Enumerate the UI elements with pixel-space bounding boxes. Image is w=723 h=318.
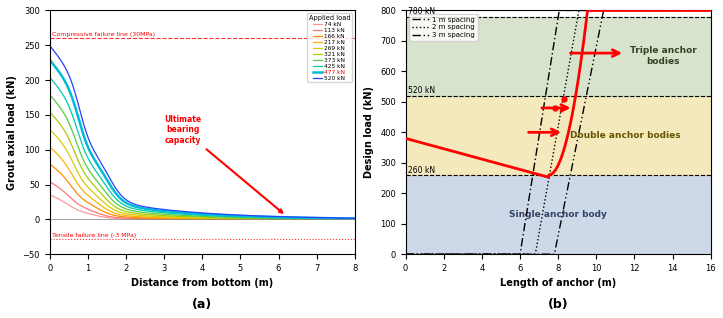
Text: Tensile failure line (-3 MPa): Tensile failure line (-3 MPa): [51, 233, 136, 238]
2 m spacing: [706, 9, 715, 12]
X-axis label: Distance from bottom (m): Distance from bottom (m): [131, 279, 273, 288]
1 m spacing: [645, 9, 654, 12]
1 m spacing: [640, 9, 649, 12]
2 m spacing: [575, 9, 583, 12]
1 m spacing: [525, 197, 534, 200]
2 m spacing: [640, 9, 649, 12]
Text: 780 kN: 780 kN: [408, 7, 435, 16]
1 m spacing: [611, 9, 620, 12]
2 m spacing: [432, 252, 441, 256]
1 m spacing: [536, 128, 544, 132]
Y-axis label: Design load (kN): Design load (kN): [364, 86, 375, 178]
3 m spacing: [401, 252, 410, 256]
1 m spacing: [432, 252, 441, 256]
Text: 260 kN: 260 kN: [408, 166, 435, 175]
Text: Compressive failure line (30MPa): Compressive failure line (30MPa): [51, 31, 155, 37]
3 m spacing: [645, 9, 654, 12]
3 m spacing: [706, 9, 715, 12]
3 m spacing: [525, 252, 534, 256]
Text: Ultimate
bearing
capacity: Ultimate bearing capacity: [165, 115, 282, 213]
3 m spacing: [640, 9, 649, 12]
2 m spacing: [645, 9, 654, 12]
3 m spacing: [611, 9, 620, 12]
Line: 3 m spacing: 3 m spacing: [406, 10, 711, 254]
1 m spacing: [706, 9, 715, 12]
Legend: 1 m spacing, 2 m spacing, 3 m spacing: 1 m spacing, 2 m spacing, 3 m spacing: [409, 14, 478, 41]
Text: Triple anchor
bodies: Triple anchor bodies: [630, 46, 696, 66]
X-axis label: Length of anchor (m): Length of anchor (m): [500, 279, 616, 288]
3 m spacing: [599, 9, 608, 12]
Text: 520 kN: 520 kN: [408, 86, 435, 95]
3 m spacing: [432, 252, 441, 256]
Text: (b): (b): [548, 298, 568, 311]
Line: 2 m spacing: 2 m spacing: [406, 10, 711, 254]
Text: Single anchor body: Single anchor body: [509, 210, 607, 219]
Y-axis label: Grout axial load (kN): Grout axial load (kN): [7, 75, 17, 190]
1 m spacing: [555, 9, 564, 12]
3 m spacing: [536, 252, 544, 256]
2 m spacing: [611, 9, 620, 12]
Legend: 74 kN, 113 kN, 166 kN, 217 kN, 269 kN, 321 kN, 373 kN, 425 kN, 477 kN, 520 kN: 74 kN, 113 kN, 166 kN, 217 kN, 269 kN, 3…: [307, 13, 352, 82]
Text: Double anchor bodies: Double anchor bodies: [570, 131, 680, 140]
1 m spacing: [401, 252, 410, 256]
Text: (a): (a): [192, 298, 213, 311]
2 m spacing: [401, 252, 410, 256]
2 m spacing: [525, 252, 534, 256]
Line: 1 m spacing: 1 m spacing: [406, 10, 711, 254]
2 m spacing: [536, 226, 544, 230]
